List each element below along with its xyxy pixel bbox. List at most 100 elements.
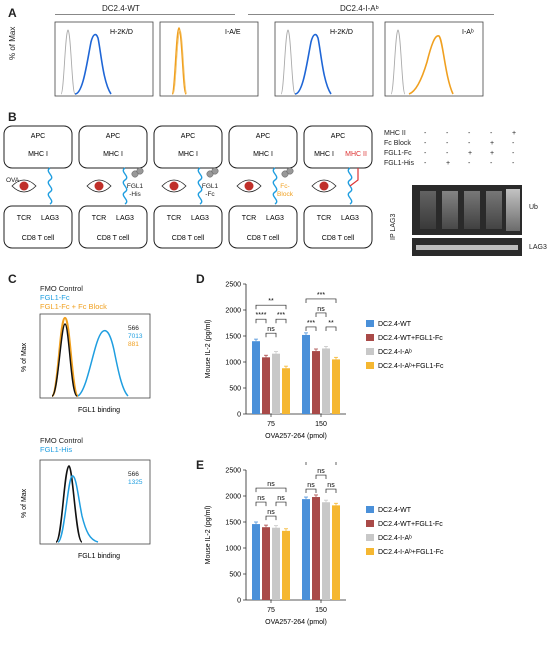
mhc-label: MHC I <box>178 151 198 158</box>
legend-label: DC2.4-WT <box>378 321 412 328</box>
significance-label: ns <box>267 509 275 516</box>
lag3-icon <box>197 167 203 205</box>
bar <box>322 502 330 600</box>
tcr-label: TCR <box>92 215 106 222</box>
significance-label: **** <box>256 312 267 319</box>
legend-label: DC2.4-I-Aᵇ+FGL1-Fc <box>378 363 444 370</box>
blot-condition-mark: + <box>512 130 517 137</box>
mhc-label: MHC I <box>28 151 48 158</box>
blot-condition-mark: - <box>468 130 471 137</box>
blot-condition-label: MHC II <box>384 130 406 137</box>
c-bottom-xlabel: FGL1 binding <box>78 553 120 560</box>
legend-swatch <box>366 506 374 513</box>
blot-condition-mark: - <box>512 150 515 157</box>
x-axis-label: OVA257-264 (pmol) <box>265 619 327 626</box>
peptide-icon <box>169 181 179 191</box>
cd8-label: CD8 T cell <box>97 235 130 242</box>
significance-bracket <box>265 515 277 521</box>
apc-box <box>153 125 223 169</box>
bar <box>302 334 310 414</box>
cd8-label: CD8 T cell <box>247 235 280 242</box>
legend2-fgl1his: FGL1-His <box>40 445 73 454</box>
blot-condition-mark: - <box>490 130 493 137</box>
hist-label-1: H-2K/D <box>110 29 133 36</box>
histogram-h2kd-iab <box>274 21 374 97</box>
apc-box <box>303 125 373 169</box>
y-tick-label: 1500 <box>225 520 241 527</box>
legend-label: DC2.4-WT <box>378 507 412 514</box>
lag3-label: LAG3 <box>266 215 284 222</box>
legend-label: DC2.4-WT+FGL1-Fc <box>378 335 443 342</box>
blot-ip-label: IP LAG3 <box>390 213 397 240</box>
tcell-box <box>303 205 373 249</box>
panel-a-ylabel: % of Max <box>8 26 17 60</box>
y-axis-label: Mouse IL-2 (pg/ml) <box>205 320 212 379</box>
legend2-fmo: FMO Control <box>40 436 83 445</box>
tcr-label: TCR <box>317 215 331 222</box>
c-top-mfi-2: 7013 <box>128 333 143 340</box>
significance-bracket <box>305 488 317 494</box>
x-tick-label: 150 <box>315 607 327 614</box>
c-top-xlabel: FGL1 binding <box>78 407 120 414</box>
fgl1-icon <box>286 167 294 175</box>
blot-ub-band <box>412 185 522 235</box>
legend-label: DC2.4-I-Aᵇ <box>378 535 412 542</box>
y-tick-label: 0 <box>237 598 241 605</box>
tcell-box <box>153 205 223 249</box>
lag3-label: LAG3 <box>41 215 59 222</box>
panel-c-bottom-legend: FMO Control FGL1-His <box>40 436 83 454</box>
blot-condition-label: FGL1-Fc <box>384 150 412 157</box>
significance-label: ns <box>327 482 335 489</box>
legend-swatch <box>366 334 374 341</box>
y-tick-label: 1000 <box>225 546 241 553</box>
blot-condition-label: Fc Block <box>384 140 411 147</box>
significance-bracket <box>255 304 287 310</box>
extra-label: OVA <box>6 177 20 184</box>
tcr-label: TCR <box>17 215 31 222</box>
lag3-icon <box>47 167 53 205</box>
bar <box>272 353 280 414</box>
tcell-box <box>3 205 73 249</box>
legend-swatch <box>366 534 374 541</box>
y-tick-label: 1000 <box>225 360 241 367</box>
schematic-svg: APC MHC I TCR LAG3 CD8 T cell OVA APC MHC I TCR L… <box>3 125 373 249</box>
panel-c-bottom-hist: % of Max 566 1325 FGL1 binding <box>21 459 151 560</box>
significance-label: ** <box>268 298 274 305</box>
significance-bracket <box>315 474 327 480</box>
x-axis-label: OVA257-264 (pmol) <box>265 433 327 440</box>
extra-label: Block <box>277 191 294 198</box>
panel-a-label: A <box>8 6 17 20</box>
significance-label: *** <box>317 292 325 299</box>
extra-label: -Fc <box>205 191 215 198</box>
significance-label: ns <box>317 468 325 475</box>
legend-label: DC2.4-WT+FGL1-Fc <box>378 521 443 528</box>
histogram-iae-wt <box>159 21 259 97</box>
peptide-icon <box>244 181 254 191</box>
c-top-mfi-3: 881 <box>128 341 139 348</box>
significance-bracket <box>255 318 267 324</box>
panel-b-schematics: APC MHC I TCR LAG3 CD8 T cell OVA APC MHC I TCR L… <box>0 124 380 254</box>
x-tick-label: 150 <box>315 421 327 428</box>
fgl1-icon <box>206 170 214 178</box>
bar <box>312 351 320 414</box>
fgl1-icon <box>211 167 219 175</box>
blot-condition-mark: - <box>512 160 515 167</box>
mhc2-label: MHC II <box>345 151 367 158</box>
blot-condition-row: FGL1-His - + - - - <box>384 160 554 170</box>
peptide-icon <box>19 181 29 191</box>
significance-bracket <box>325 326 337 331</box>
c-bottom-mfi-2: 1325 <box>128 479 143 486</box>
x-tick-label: 75 <box>267 421 275 428</box>
blot-condition-mark: + <box>468 150 473 157</box>
blot-condition-mark: - <box>424 140 427 147</box>
blot-condition-row: FGL1-Fc - - + + - <box>384 150 554 160</box>
y-tick-label: 2500 <box>225 282 241 289</box>
bar <box>252 524 260 600</box>
x-tick-label: 75 <box>267 607 275 614</box>
bar <box>282 368 290 414</box>
y-tick-label: 2000 <box>225 308 241 315</box>
c-bottom-mfi-1: 566 <box>128 471 139 478</box>
y-tick-label: 1500 <box>225 334 241 341</box>
blot-condition-mark: + <box>446 160 451 167</box>
blot-condition-mark: - <box>512 140 515 147</box>
